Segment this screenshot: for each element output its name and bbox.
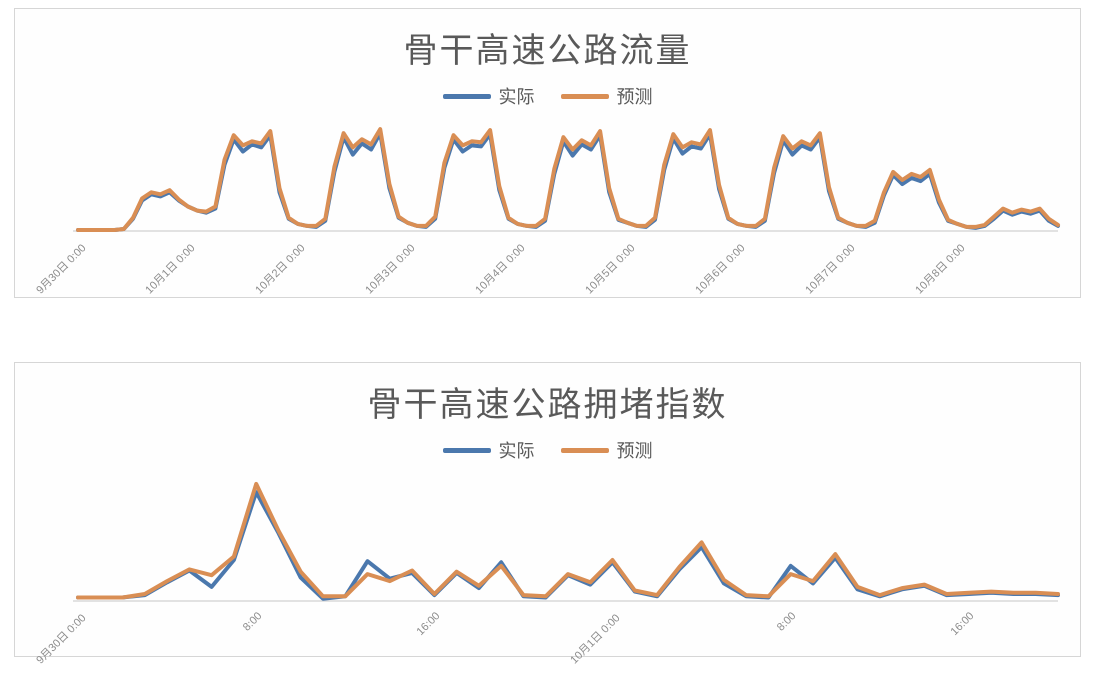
x-axis-tick-label: 10月3日 0:00: [363, 242, 418, 297]
congestion-chart-card: 骨干高速公路拥堵指数 实际 预测 9月30日 0:00 8:00 16:00 10月1…: [14, 362, 1081, 666]
x-axis-tick-label: 10月4日 0:00: [473, 242, 528, 297]
legend-label-forecast: 预测: [616, 441, 653, 461]
legend-item-actual: 实际: [442, 83, 535, 109]
legend-label-actual: 实际: [498, 441, 535, 461]
congestion-chart-plot: 9月30日 0:00 8:00 16:00 10月1日 0:00 8:00 16:00: [28, 464, 1068, 680]
x-axis-tick-label: 10月8日 0:00: [913, 242, 968, 297]
congestion-chart-x-axis-labels: 9月30日 0:00 8:00 16:00 10月1日 0:00 8:00 16:00: [28, 606, 1068, 680]
flow-chart-x-axis-labels: 9月30日 0:00 10月1日 0:00 10月2日 0:00 10月3日 0:00…: [28, 236, 1068, 310]
x-axis-tick-label: 10月7日 0:00: [803, 242, 858, 297]
x-axis-tick-label: 9月30日 0:00: [33, 242, 89, 297]
legend-label-forecast: 预测: [616, 87, 653, 107]
x-axis-tick-label: 10月5日 0:00: [583, 242, 638, 297]
x-axis-tick-label: 16:00: [948, 610, 977, 638]
congestion-chart-legend: 实际 预测: [15, 437, 1080, 463]
x-axis-tick-label: 10月1日 0:00: [143, 242, 199, 297]
x-axis-tick-label: 9月30日 0:00: [33, 612, 89, 667]
congestion-chart-title: 骨干高速公路拥堵指数: [367, 386, 728, 424]
forecast-line-swatch-icon: [560, 93, 609, 99]
x-axis-tick-label: 16:00: [414, 610, 443, 638]
flow-chart-title: 骨干高速公路流量: [403, 32, 692, 70]
actual-line-swatch-icon: [442, 93, 491, 99]
legend-label-actual: 实际: [498, 87, 535, 107]
x-axis-tick-label: 10月2日 0:00: [253, 242, 308, 297]
flow-chart-plot: 9月30日 0:00 10月1日 0:00 10月2日 0:00 10月3日 0:00…: [28, 110, 1068, 310]
legend-item-actual: 实际: [442, 437, 535, 463]
x-axis-tick-label: 8:00: [775, 610, 799, 634]
forecast-line-swatch-icon: [560, 447, 609, 453]
flow-chart-legend: 实际 预测: [15, 83, 1080, 109]
flow-chart-canvas: [72, 127, 1060, 232]
legend-item-forecast: 预测: [560, 437, 653, 463]
flow-chart-card: 骨干高速公路流量 实际 预测 9月30日 0:00 10月1日 0:00 10月2日…: [14, 8, 1081, 298]
x-axis-tick-label: 10月1日 0:00: [568, 612, 623, 667]
congestion-chart-canvas: [72, 481, 1060, 602]
legend-item-forecast: 预测: [560, 83, 653, 109]
x-axis-tick-label: 10月6日 0:00: [693, 242, 748, 297]
x-axis-tick-label: 8:00: [240, 610, 265, 634]
actual-line-swatch-icon: [442, 447, 491, 453]
